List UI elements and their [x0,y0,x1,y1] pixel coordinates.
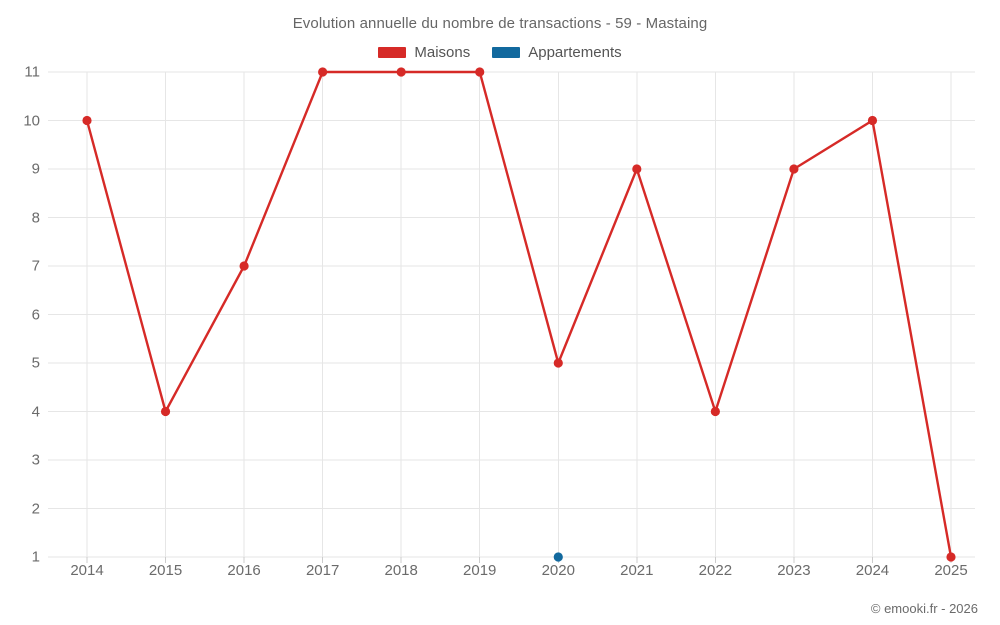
data-point[interactable] [553,358,563,368]
x-tick-label: 2018 [384,562,418,579]
data-point[interactable] [318,67,328,77]
data-point[interactable] [396,67,406,77]
x-tick-label: 2014 [70,562,104,579]
data-point[interactable] [475,67,485,77]
plot-svg [48,67,975,563]
x-tick-label: 2019 [463,562,497,579]
x-tick-label: 2022 [698,562,733,579]
x-tick-label: 2024 [855,562,890,579]
y-tick-label: 5 [31,354,40,372]
legend-swatch-appartements [492,47,521,58]
data-point[interactable] [239,261,249,271]
data-point[interactable] [553,552,563,562]
chart-credit: © emooki.fr - 2026 [870,601,978,616]
legend-label-maisons: Maisons [414,44,471,61]
y-axis: 1 2 3 4 5 6 7 8 9 10 11 [0,64,40,566]
data-point[interactable] [160,406,171,417]
y-tick-label: 9 [31,160,40,178]
data-point[interactable] [710,406,720,417]
y-tick-label: 8 [31,209,40,226]
legend-item-appartements[interactable]: Appartements [492,44,622,61]
x-tick-label: 2021 [620,562,654,579]
legend-swatch-maisons [378,47,407,58]
y-tick-label: 6 [31,306,40,323]
series-line-maisons [85,70,953,559]
data-point[interactable] [789,164,799,174]
x-tick-label: 2020 [541,562,575,579]
x-tick-label: 2015 [148,562,183,579]
y-tick-label: 11 [24,63,40,81]
data-point[interactable] [946,552,956,562]
y-tick-label: 7 [31,257,40,275]
chart-title: Evolution annuelle du nombre de transact… [292,15,708,32]
x-tick-label: 2023 [777,562,811,579]
chart-legend: Maisons Appartements [0,45,1000,60]
legend-item-maisons[interactable]: Maisons [378,45,470,60]
y-tick-label: 2 [31,500,40,517]
x-tick-label: 2017 [305,562,340,579]
x-tick-label: 2025 [934,562,968,579]
x-axis: 2014 2015 2016 2017 2018 2019 2020 2021 2022 2023… [48,562,975,588]
y-tick-label: 1 [31,548,40,566]
x-tick-label: 2016 [227,562,261,579]
plot-area [48,67,975,563]
data-point[interactable] [82,115,92,126]
legend-label-appartements: Appartements [528,44,622,61]
data-point[interactable] [867,115,878,126]
y-tick-label: 4 [31,403,40,420]
data-point[interactable] [632,164,642,174]
y-tick-label: 3 [31,451,40,469]
y-tick-label: 10 [23,112,40,129]
